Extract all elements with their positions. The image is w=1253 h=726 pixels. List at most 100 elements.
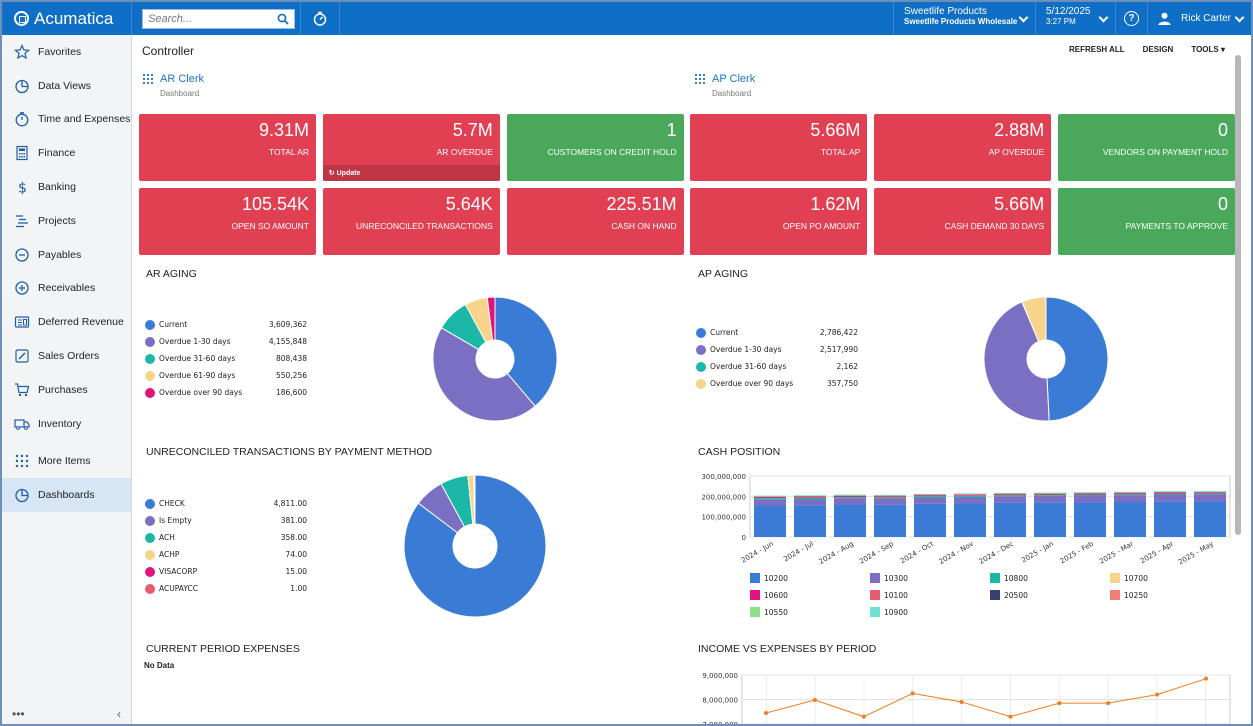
sidebar-item-label: More Items	[38, 455, 91, 468]
search-box[interactable]	[142, 8, 295, 29]
sidebar-item-banking[interactable]: $ Banking	[2, 170, 131, 204]
kpi-tile-open-po-amount[interactable]: 1.62M OPEN PO AMOUNT	[690, 188, 868, 255]
sidebar-item-label: Dashboards	[38, 489, 95, 502]
kpi-tile-total-ar[interactable]: 9.31M TOTAL AR	[139, 114, 316, 181]
sidebar-item-sales-orders[interactable]: Sales Orders	[2, 339, 131, 373]
legend-item[interactable]: ACH 358.00	[145, 529, 307, 546]
bar-segment	[1074, 494, 1106, 496]
sidebar-item-purchases[interactable]: Purchases	[2, 373, 131, 407]
sidebar-item-data-views[interactable]: Data Views	[2, 69, 131, 103]
scrollbar-thumb[interactable]	[1235, 55, 1241, 535]
kpi-tile-payments-to-approve[interactable]: 0 PAYMENTS TO APPROVE	[1058, 188, 1235, 255]
sidebar-item-projects[interactable]: Projects	[2, 204, 131, 238]
bar-segment	[794, 495, 826, 496]
sidebar-item-more-items[interactable]: More Items	[2, 445, 131, 479]
history-button[interactable]	[300, 2, 340, 35]
sidebar-item-payables[interactable]: Payables	[2, 238, 131, 272]
sidebar-item-finance[interactable]: Finance	[2, 136, 131, 170]
legend-item[interactable]: Overdue over 90 days 186,600	[145, 384, 307, 401]
legend-item[interactable]: Current 3,609,362	[145, 316, 307, 333]
legend-swatch	[145, 353, 155, 364]
search-input[interactable]	[148, 12, 268, 25]
kpi-tile-open-so-amount[interactable]: 105.54K OPEN SO AMOUNT	[139, 188, 316, 255]
bar-segment	[954, 495, 986, 496]
legend-label: 10600	[764, 591, 788, 600]
unreconciled-pie	[403, 474, 547, 618]
sidebar-item-dashboards[interactable]: Dashboards	[2, 478, 131, 513]
plot-area	[741, 674, 1231, 724]
kpi-tile-ap-overdue[interactable]: 2.88M AP OVERDUE	[874, 114, 1052, 181]
kpi-label: AP OVERDUE	[988, 147, 1045, 157]
legend-item[interactable]: VISACORP 15.00	[145, 563, 307, 580]
sidebar-item-deferred-revenue[interactable]: Deferred Revenue	[2, 305, 131, 339]
kpi-label: UNRECONCILED TRANSACTIONS	[355, 221, 493, 231]
legend-item[interactable]: ACHP 74.00	[145, 546, 307, 563]
legend-swatch	[145, 336, 155, 347]
pie-slice	[432, 327, 536, 422]
legend-item[interactable]: Overdue 1-30 days 4,155,848	[145, 333, 307, 350]
ar-clerk-link[interactable]: AR Clerk	[142, 73, 204, 85]
user-menu[interactable]: Rick Carter	[1147, 2, 1251, 35]
sidebar-item-favorites[interactable]: Favorites	[2, 35, 131, 69]
legend-value: 1.00	[290, 584, 307, 593]
ap-clerk-link[interactable]: AP Clerk	[694, 73, 755, 85]
kpi-tile-total-ap[interactable]: 5.66M TOTAL AP	[690, 114, 868, 181]
legend-item[interactable]: Overdue 31-60 days 808,438	[145, 350, 307, 367]
legend-item[interactable]: Current 2,786,422	[696, 324, 858, 341]
bar-segment	[1114, 495, 1146, 503]
bar-segment	[954, 503, 986, 537]
sidebar-item-time-and-expenses[interactable]: Time and Expenses	[2, 103, 131, 137]
legend-label: Overdue over 90 days	[710, 379, 794, 388]
bar-segment	[754, 496, 786, 498]
bar-segment	[874, 495, 906, 497]
y-tick-label: 100,000,000	[701, 514, 746, 522]
bar-segment	[1154, 492, 1186, 494]
legend-item[interactable]: Overdue 1-30 days 2,517,990	[696, 341, 858, 358]
bar-segment	[914, 494, 946, 496]
vertical-scrollbar[interactable]	[1235, 45, 1241, 724]
bar-segment	[794, 496, 826, 498]
update-button[interactable]: ↻ Update	[322, 165, 500, 181]
bar-segment	[1034, 494, 1066, 496]
kpi-tile-unreconciled-transactions[interactable]: 5.64K UNRECONCILED TRANSACTIONS	[322, 188, 500, 255]
bar-segment	[1194, 491, 1226, 492]
more-dots-icon[interactable]: •••	[12, 707, 25, 721]
collapse-sidebar-icon[interactable]: ‹	[117, 707, 121, 721]
legend-value: 186,600	[275, 388, 307, 397]
app-logo[interactable]: Acumatica	[2, 2, 132, 35]
legend-label: Overdue 61-90 days	[159, 371, 236, 380]
kpi-tile-cash-demand-30-days[interactable]: 5.66M CASH DEMAND 30 DAYS	[874, 188, 1052, 255]
kpi-tile-customers-on-credit-hold[interactable]: 1 CUSTOMERS ON CREDIT HOLD	[506, 114, 684, 181]
sidebar-item-inventory[interactable]: Inventory	[2, 407, 131, 441]
kpi-tile-cash-on-hand[interactable]: 225.51M CASH ON HAND	[506, 188, 684, 255]
legend-label: ACH	[159, 533, 175, 542]
dashboard-content: Controller REFRESH ALL DESIGN TOOLS ▾ AR…	[133, 35, 1243, 724]
ar-aging-title: AR AGING	[146, 268, 197, 280]
calculator-icon	[14, 145, 30, 161]
legend-item[interactable]: Is Empty 381.00	[145, 512, 307, 529]
sidebar-item-label: Banking	[38, 181, 76, 194]
sidebar-item-receivables[interactable]: Receivables	[2, 272, 131, 306]
tools-menu-button[interactable]: TOOLS ▾	[1191, 45, 1225, 54]
legend-item[interactable]: CHECK 4,811.00	[145, 495, 307, 512]
refresh-all-button[interactable]: REFRESH ALL	[1068, 45, 1125, 54]
kpi-tile-vendors-on-payment-hold[interactable]: 0 VENDORS ON PAYMENT HOLD	[1058, 114, 1235, 181]
legend-label: ACHP	[159, 550, 180, 559]
help-button[interactable]: ?	[1115, 2, 1147, 35]
legend-item[interactable]: ACUPAYCC 1.00	[145, 580, 307, 597]
bar-segment	[834, 494, 866, 496]
legend-item[interactable]: Overdue 31-60 days 2,162	[696, 358, 858, 375]
design-button[interactable]: DESIGN	[1142, 45, 1174, 54]
y-tick-label: 9,000,000	[702, 672, 738, 680]
legend-item[interactable]: Overdue over 90 days 357,750	[696, 375, 858, 392]
company-selector[interactable]: Sweetlife Products Sweetlife Products Wh…	[893, 2, 1035, 35]
legend-item[interactable]: Overdue 61-90 days 550,256	[145, 367, 307, 384]
kpi-tile-ar-overdue[interactable]: 5.7M AR OVERDUE ↻ Update	[322, 114, 500, 181]
legend-value: 2,786,422	[819, 328, 858, 337]
search-icon[interactable]	[277, 13, 289, 25]
sidebar-item-label: Finance	[38, 147, 76, 160]
pie-slice	[983, 301, 1050, 422]
bar-segment	[754, 497, 786, 499]
x-tick-label: 2024 - Dec	[978, 540, 1015, 566]
business-date-selector[interactable]: 5/12/2025 3:27 PM	[1035, 2, 1115, 35]
